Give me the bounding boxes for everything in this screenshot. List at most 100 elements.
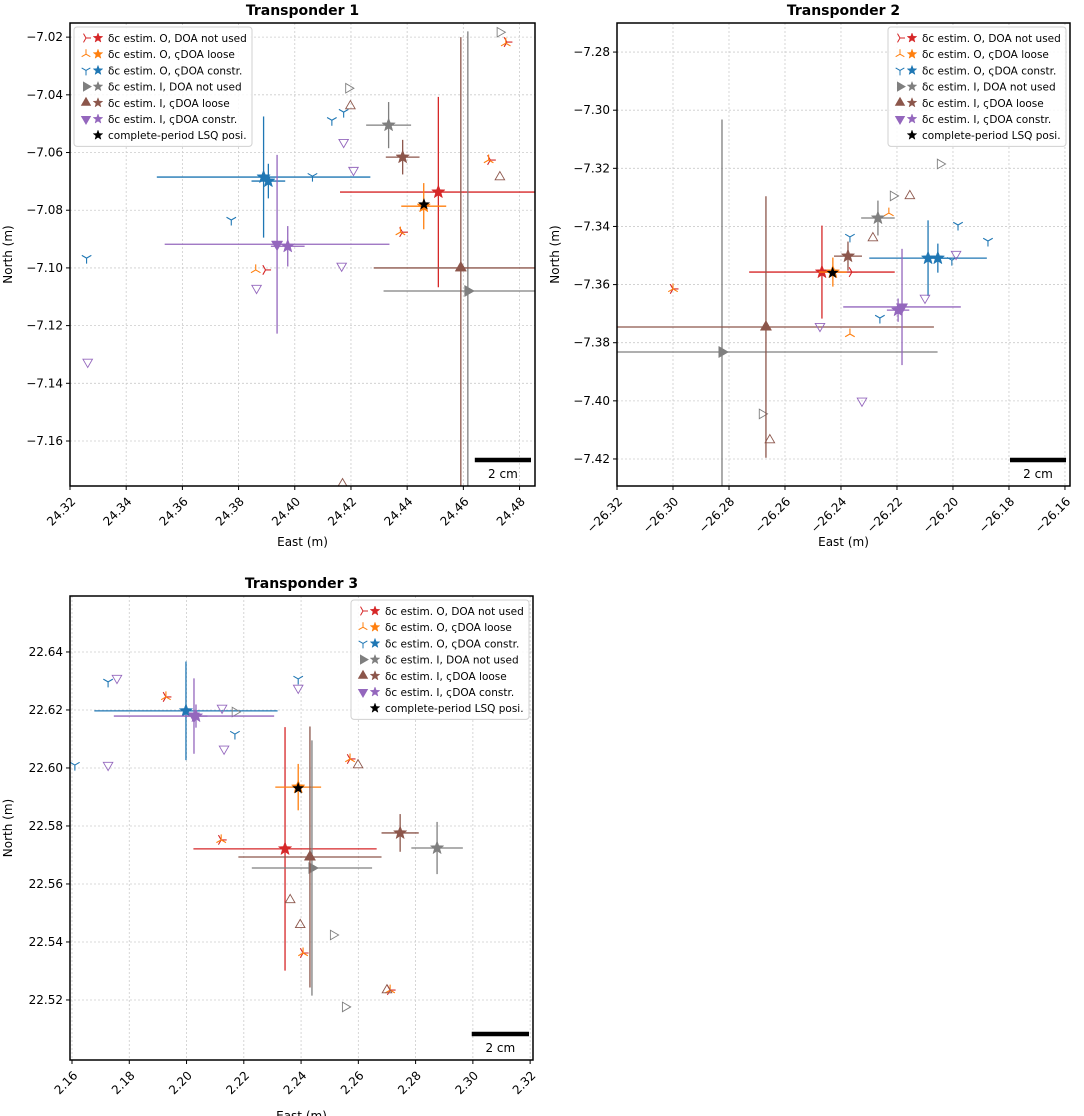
data-point: [218, 745, 230, 756]
y-tick-label: −7.04: [26, 88, 63, 102]
legend-marker: [80, 116, 92, 126]
legend-marker: [358, 640, 368, 649]
data-point: [341, 1001, 352, 1013]
legend: δc estim. O, DOA not used δc estim. O, ςD…: [73, 26, 253, 147]
data-point: [889, 190, 900, 202]
legend-label: δc estim. I, ςDOA loose: [922, 98, 1044, 110]
x-tick-label: −26.22: [864, 494, 905, 535]
estimate-marker: [277, 841, 293, 856]
y-tick-label: −7.06: [26, 146, 63, 160]
legend-marker: [357, 669, 369, 679]
x-tick-label: 24.46: [437, 494, 471, 528]
legend-marker: [92, 129, 104, 140]
estimate-marker: [464, 284, 475, 298]
legend-marker: [369, 637, 381, 649]
data-point: [904, 189, 916, 200]
legend-label: δc estim. O, ςDOA constr.: [922, 65, 1056, 77]
legend-marker: [906, 97, 918, 108]
data-point: [82, 358, 94, 369]
data-point: [381, 983, 393, 994]
x-tick-label: 24.38: [213, 494, 247, 528]
data-point: [217, 834, 227, 845]
legend-label: δc estim. O, DOA not used: [922, 33, 1061, 45]
data-point: [667, 283, 679, 293]
data-point: [883, 207, 894, 217]
x-tick-label: 24.36: [157, 494, 191, 528]
estimate-marker: [718, 345, 729, 359]
legend: δc estim. O, DOA not used δc estim. O, ςD…: [887, 26, 1067, 147]
data-point: [346, 753, 356, 765]
scale-bar-label: 2 cm: [1023, 467, 1053, 481]
y-tick-label: −7.10: [26, 261, 63, 275]
x-tick-label: 24.44: [381, 494, 415, 528]
legend-label: complete-period LSQ posi.: [922, 130, 1061, 142]
estimate-marker: [308, 861, 319, 875]
data-point: [262, 264, 272, 275]
data-point: [231, 706, 242, 718]
legend-label: δc estim. O, ςDOA constr.: [385, 638, 519, 650]
data-point: [844, 233, 855, 243]
legend-marker: [906, 129, 918, 140]
data-point: [814, 322, 826, 333]
data-point: [226, 216, 237, 226]
data-point: [500, 37, 511, 47]
y-tick-label: −7.34: [573, 219, 610, 233]
data-point: [669, 283, 679, 294]
data-point: [329, 929, 340, 941]
data-point: [344, 753, 356, 763]
data-point: [352, 758, 364, 769]
data-point: [874, 314, 885, 324]
data-point: [284, 893, 296, 904]
data-point: [292, 781, 305, 794]
legend-box: [350, 599, 530, 720]
legend-label: δc estim. I, ςDOA constr.: [385, 687, 514, 699]
legend-marker: [895, 67, 905, 76]
legend-label: δc estim. I, ςDOA constr.: [922, 114, 1051, 126]
legend-marker: [92, 97, 104, 108]
legend-label: δc estim. O, ςDOA constr.: [108, 65, 242, 77]
data-point: [826, 266, 839, 279]
legend-marker: [81, 49, 91, 58]
data-point: [867, 231, 879, 242]
estimate-marker: [271, 240, 284, 252]
x-axis-label: East (m): [277, 535, 328, 549]
legend-marker: [906, 48, 918, 59]
data-point: [347, 166, 360, 177]
data-point: [950, 250, 962, 261]
y-tick-label: 22.52: [29, 993, 63, 1007]
data-point: [936, 158, 947, 170]
legend-marker: [357, 689, 369, 699]
data-point: [982, 237, 994, 247]
legend-marker: [369, 605, 381, 616]
legend-marker: [83, 81, 93, 92]
x-tick-label: −26.28: [696, 494, 737, 535]
x-axis-label: East (m): [818, 535, 869, 549]
legend-marker: [92, 48, 104, 59]
legend-marker: [906, 32, 918, 43]
data-point: [216, 704, 228, 715]
data-point: [758, 408, 769, 420]
x-tick-label: −26.26: [752, 494, 793, 535]
data-point: [298, 947, 309, 957]
data-point: [160, 691, 171, 701]
legend-box: [73, 26, 253, 147]
y-tick-label: −7.08: [26, 203, 63, 217]
x-tick-label: 2.22: [223, 1068, 252, 1097]
plot-area: [70, 661, 463, 1013]
data-point: [250, 264, 261, 274]
legend-marker: [906, 80, 918, 92]
x-tick-label: 2.16: [52, 1068, 81, 1097]
legend-marker: [360, 606, 368, 616]
y-tick-label: 22.54: [29, 935, 63, 949]
x-tick-label: 24.42: [325, 494, 359, 528]
data-point: [764, 433, 776, 444]
estimate-marker: [392, 825, 408, 840]
estimate-marker: [870, 210, 886, 225]
plot-area: [81, 26, 535, 486]
legend-label: δc estim. I, DOA not used: [385, 655, 519, 667]
estimate-marker: [303, 849, 317, 861]
legend-label: δc estim. I, ςDOA constr.: [108, 114, 237, 126]
legend-marker: [369, 670, 381, 681]
y-tick-label: −7.14: [26, 376, 63, 390]
